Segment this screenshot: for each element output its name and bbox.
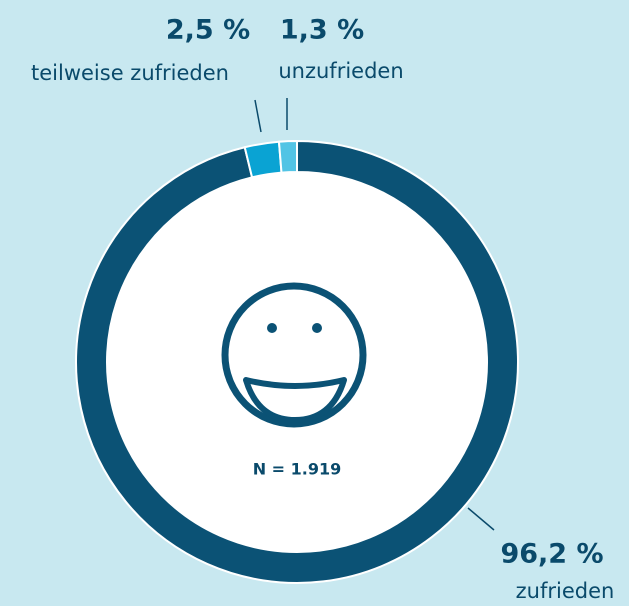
slice [277,139,298,174]
leader-line [254,99,262,133]
sample-size: N = 1.919 [253,460,342,479]
smiley-icon [221,282,367,428]
leader-line [467,507,495,531]
category-label: unzufrieden [278,59,403,83]
category-label: teilweise zufrieden [31,61,229,85]
slice [243,140,283,179]
donut-hole [107,172,487,552]
value-label: 2,5 % [166,15,250,46]
category-label: zufrieden [516,579,615,603]
value-label: 96,2 % [500,539,603,570]
value-label: 1,3 % [280,15,364,46]
